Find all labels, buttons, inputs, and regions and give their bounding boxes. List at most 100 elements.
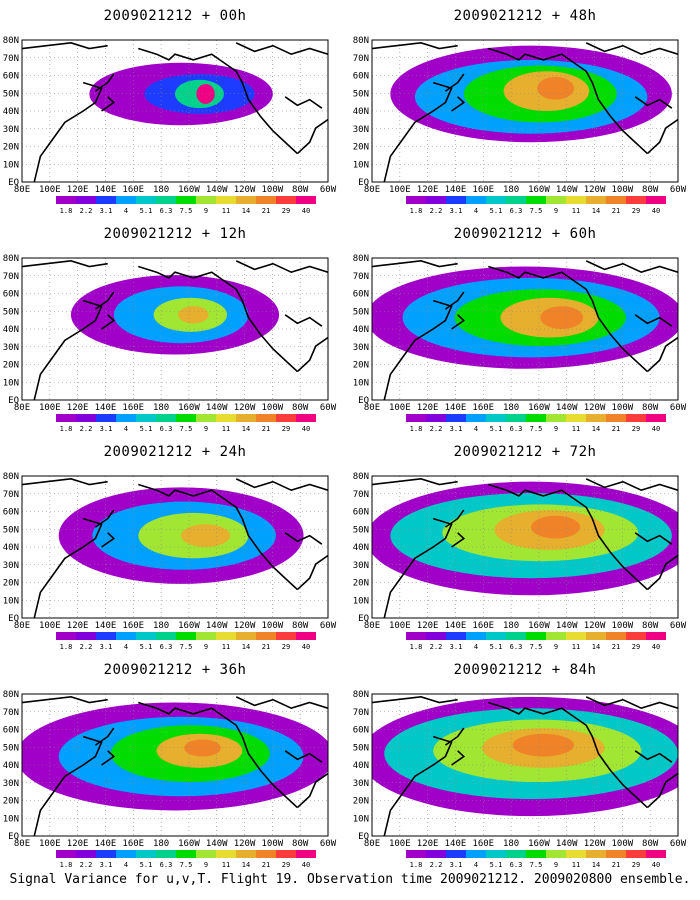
legend-label: 14 bbox=[242, 643, 250, 651]
legend-swatch bbox=[646, 632, 666, 640]
lon-label: 120W bbox=[584, 185, 606, 195]
lat-label: 30N bbox=[3, 779, 19, 789]
legend-swatch bbox=[236, 632, 256, 640]
legend-swatch bbox=[236, 850, 256, 858]
lat-label: 20N bbox=[353, 797, 369, 807]
legend-swatch bbox=[216, 414, 236, 422]
lat-label: 70N bbox=[3, 54, 19, 64]
legend-swatch bbox=[256, 850, 276, 858]
coastline bbox=[573, 716, 648, 809]
legend-swatch bbox=[196, 414, 216, 422]
coastline bbox=[223, 62, 298, 155]
lon-label: 160E bbox=[122, 621, 144, 631]
coastline bbox=[451, 532, 466, 548]
lon-label: 140W bbox=[206, 621, 228, 631]
legend-swatch bbox=[156, 632, 176, 640]
legend-swatch bbox=[646, 414, 666, 422]
legend-label: 6.3 bbox=[510, 643, 523, 651]
legend-swatch bbox=[526, 196, 546, 204]
coastlines bbox=[22, 696, 328, 836]
coastline bbox=[22, 696, 108, 704]
legend-label: 14 bbox=[592, 425, 600, 433]
coastline bbox=[646, 554, 678, 591]
legend-label: 3.1 bbox=[100, 861, 113, 869]
legend-label: 1.8 bbox=[60, 861, 73, 869]
legend-swatch bbox=[426, 196, 446, 204]
lat-label: 50N bbox=[3, 743, 19, 753]
lon-label: 180 bbox=[503, 621, 519, 631]
legend-label: 1.8 bbox=[60, 425, 73, 433]
lat-label: 20N bbox=[3, 797, 19, 807]
legend-swatch bbox=[176, 632, 196, 640]
legend-label: 40 bbox=[652, 207, 660, 215]
coastline bbox=[383, 517, 453, 618]
lon-label: 80W bbox=[642, 403, 659, 413]
lon-label: 180 bbox=[153, 621, 169, 631]
legend-label: 5.1 bbox=[140, 425, 153, 433]
map-frame bbox=[371, 693, 679, 837]
coastline bbox=[296, 118, 328, 155]
lat-label: 70N bbox=[3, 490, 19, 500]
map-panel: 2009021212 + 60h 80N 70N 60N 50N 40N 30N 20N 10N… bbox=[350, 218, 700, 440]
legend-label: 40 bbox=[652, 425, 660, 433]
legend-swatch bbox=[276, 196, 296, 204]
lat-label: 30N bbox=[3, 561, 19, 571]
lon-label: 120E bbox=[417, 839, 439, 849]
lon-label: 160W bbox=[528, 403, 550, 413]
coastlines bbox=[372, 42, 678, 182]
lon-label: 100W bbox=[262, 403, 284, 413]
legend-swatch bbox=[426, 414, 446, 422]
lat-label: 40N bbox=[3, 761, 19, 771]
lat-label: EQ bbox=[8, 396, 19, 406]
map-panel: 2009021212 + 48h 80N 70N 60N 50N 40N 30N 20N 10N… bbox=[350, 0, 700, 222]
coastline bbox=[223, 280, 298, 373]
lat-label: EQ bbox=[8, 832, 19, 842]
lat-label: 10N bbox=[353, 596, 369, 606]
lat-label: 40N bbox=[3, 543, 19, 553]
legend-label: 21 bbox=[612, 425, 620, 433]
lon-label: 140E bbox=[95, 621, 117, 631]
legend-swatch bbox=[176, 414, 196, 422]
lon-label: 100E bbox=[389, 185, 411, 195]
coastline bbox=[488, 265, 575, 282]
legend-swatch bbox=[586, 632, 606, 640]
lon-label: 100W bbox=[612, 839, 634, 849]
lon-label: 100W bbox=[612, 185, 634, 195]
legend-swatch bbox=[296, 850, 316, 858]
legend-label: 14 bbox=[592, 207, 600, 215]
legend-swatch bbox=[406, 850, 426, 858]
coastline bbox=[585, 42, 678, 56]
legend-swatch bbox=[526, 414, 546, 422]
lat-label: 40N bbox=[353, 543, 369, 553]
coastline bbox=[372, 696, 458, 704]
lon-label: 160E bbox=[472, 185, 494, 195]
legend-swatch bbox=[586, 414, 606, 422]
legend-label: 29 bbox=[632, 207, 640, 215]
lon-label: 80W bbox=[292, 621, 309, 631]
lon-label: 80W bbox=[292, 839, 309, 849]
legend-swatch bbox=[526, 632, 546, 640]
lon-label: 100W bbox=[262, 621, 284, 631]
legend-swatch bbox=[56, 196, 76, 204]
lon-label: 140W bbox=[556, 185, 578, 195]
legend-swatch bbox=[276, 632, 296, 640]
coastline bbox=[33, 299, 103, 400]
variance-contour bbox=[512, 733, 574, 757]
coastline bbox=[138, 265, 225, 282]
variance-contour bbox=[196, 84, 215, 104]
lat-label: 30N bbox=[3, 343, 19, 353]
map-panel: 2009021212 + 36h 80N 70N 60N 50N 40N 30N 20N 10N… bbox=[0, 654, 350, 876]
legend-swatch bbox=[506, 850, 526, 858]
lon-label: 80E bbox=[14, 839, 30, 849]
lat-label: EQ bbox=[358, 614, 369, 624]
lat-label: 60N bbox=[3, 290, 19, 300]
legend-label: 6.3 bbox=[510, 207, 523, 215]
coastline bbox=[138, 483, 225, 500]
legend-label: 11 bbox=[222, 425, 230, 433]
lon-label: 120W bbox=[584, 839, 606, 849]
legend-label: 3.1 bbox=[100, 207, 113, 215]
panel-title: 2009021212 + 00h bbox=[103, 8, 247, 24]
legend-swatch bbox=[606, 850, 626, 858]
legend-label: 14 bbox=[592, 861, 600, 869]
lon-label: 140W bbox=[556, 403, 578, 413]
